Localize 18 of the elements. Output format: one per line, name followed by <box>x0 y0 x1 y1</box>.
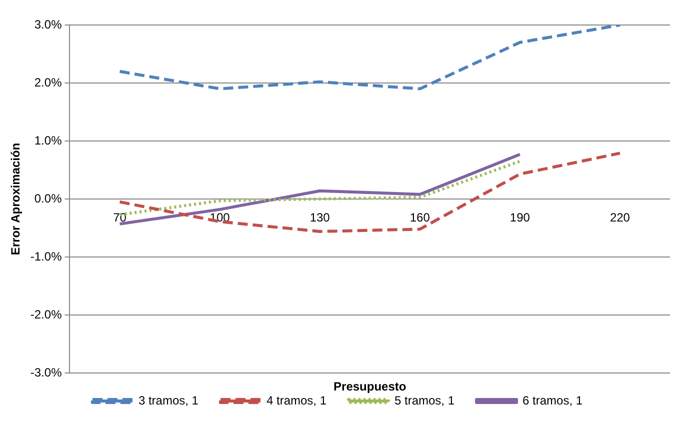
x-tick-label: 130 <box>310 210 330 225</box>
legend-label: 6 tramos, 1 <box>522 393 583 408</box>
legend-label: 3 tramos, 1 <box>138 393 199 408</box>
y-tick-label: -2.0% <box>30 307 62 322</box>
x-tick-label: 220 <box>610 210 630 225</box>
line-series <box>118 25 622 90</box>
legend-label: 5 tramos, 1 <box>394 393 455 408</box>
y-tick-label: -1.0% <box>30 249 62 264</box>
y-tick-label: -3.0% <box>30 365 62 380</box>
y-axis-title: Error Aproximación <box>8 142 23 256</box>
y-tick-label: 2.0% <box>34 75 62 90</box>
y-tick-label: 3.0% <box>34 17 62 32</box>
y-tick-label: 1.0% <box>34 133 62 148</box>
x-axis-title: Presupuesto <box>334 379 406 394</box>
x-tick-label: 160 <box>410 210 430 225</box>
legend-label: 4 tramos, 1 <box>266 393 327 408</box>
y-tick-label: 0.0% <box>34 191 62 206</box>
x-tick-label: 190 <box>510 210 530 225</box>
